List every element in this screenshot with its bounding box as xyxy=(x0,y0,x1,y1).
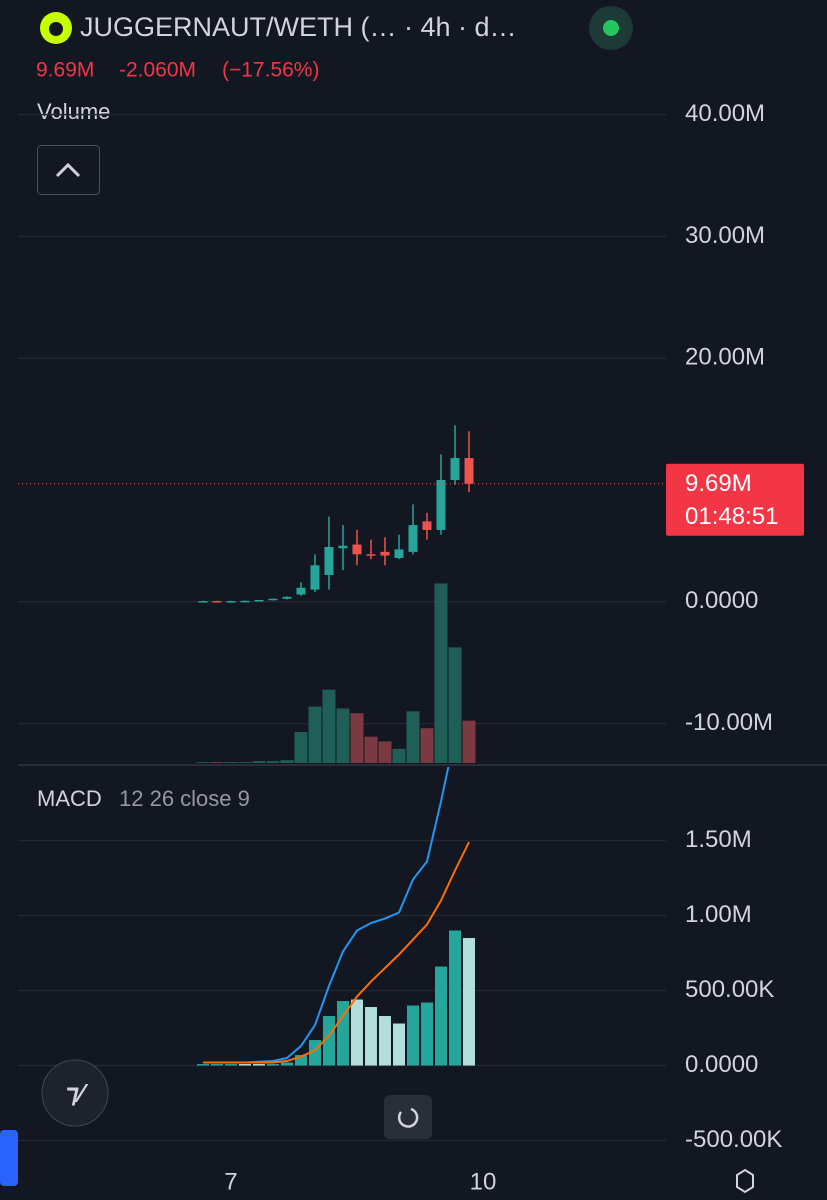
volume-bar xyxy=(266,761,280,763)
histogram-bar xyxy=(448,930,461,1066)
candle-body xyxy=(352,544,362,555)
candle-body xyxy=(212,601,222,603)
candle-body xyxy=(198,601,208,603)
candle-body xyxy=(394,549,404,558)
change-pct: (−17.56%) xyxy=(222,59,319,82)
y-tick-label: 1.00M xyxy=(685,901,752,928)
volume-bar xyxy=(420,728,434,763)
volume-bar xyxy=(280,760,294,763)
volume-bar xyxy=(336,708,350,763)
candle-body xyxy=(464,458,474,484)
volume-bar xyxy=(294,731,308,763)
volume-bar xyxy=(364,736,378,763)
volume-bar xyxy=(322,689,336,763)
candles xyxy=(196,425,476,763)
candle-body xyxy=(324,546,334,575)
histogram-bar xyxy=(378,1016,391,1066)
y-tick-label: 30.00M xyxy=(685,222,765,249)
macd-params: 12 26 close 9 xyxy=(119,786,250,811)
volume-label: Volume xyxy=(37,99,110,124)
candle-body xyxy=(422,521,432,530)
candle-body xyxy=(450,458,460,480)
candle-body xyxy=(282,596,292,599)
y-tick-label: 500.00K xyxy=(685,976,774,1003)
x-tick-label: 7 xyxy=(224,1168,237,1195)
collapse-button[interactable] xyxy=(37,145,100,195)
histogram-bar xyxy=(350,999,363,1066)
histogram-bar xyxy=(224,1064,237,1066)
y-tick-label: 20.00M xyxy=(685,344,765,371)
status-dot xyxy=(603,20,619,36)
macd-line xyxy=(202,841,470,1064)
logo[interactable] xyxy=(41,1059,109,1127)
candle-body xyxy=(240,600,250,603)
candle-body xyxy=(436,480,446,530)
logo-mark: ⁊⁄ xyxy=(66,1078,89,1108)
last-price-tag xyxy=(666,463,804,536)
histogram-bar xyxy=(280,1062,293,1066)
y-tick-label: 40.00M xyxy=(685,100,765,127)
volume-bar xyxy=(448,647,462,763)
volume-bar xyxy=(434,583,448,763)
histogram-bar xyxy=(406,1005,419,1066)
volume-bar xyxy=(462,720,476,763)
candle-body xyxy=(366,554,376,556)
candle-body xyxy=(380,551,390,556)
volume-bar xyxy=(196,762,210,763)
histogram-bar xyxy=(210,1064,223,1066)
volume-bar xyxy=(392,748,406,763)
macd-label: MACD xyxy=(37,786,102,811)
histogram-bar xyxy=(322,1016,335,1066)
candle-body xyxy=(408,525,418,552)
candle-body xyxy=(310,565,320,590)
volume-bar xyxy=(224,762,238,763)
histogram-bar xyxy=(420,1002,433,1066)
histogram-bar xyxy=(294,1055,307,1066)
volume-bar xyxy=(406,711,420,763)
histogram-bar xyxy=(392,1023,405,1066)
countdown: 01:48:51 xyxy=(685,503,778,530)
y-tick-label: 0.0000 xyxy=(685,587,758,614)
side-tab[interactable] xyxy=(0,1130,18,1186)
candle-body xyxy=(226,601,236,603)
histogram-bar xyxy=(364,1007,377,1066)
settings[interactable] xyxy=(736,1168,754,1194)
candle-body xyxy=(338,545,348,549)
histogram-bar xyxy=(336,1001,349,1066)
candle-body xyxy=(296,587,306,595)
x-tick-label: 10 xyxy=(470,1168,497,1195)
volume-bar xyxy=(350,713,364,763)
symbol[interactable]: JUGGERNAUT/WETH (… · 4h · d… xyxy=(80,12,517,42)
reset-icon xyxy=(397,1107,419,1128)
volume-bar xyxy=(308,706,322,763)
volume-bar xyxy=(210,762,224,763)
volume-bar xyxy=(238,762,252,763)
histogram-bar xyxy=(252,1064,265,1066)
histogram-bar xyxy=(238,1064,251,1066)
y-tick-label: 1.50M xyxy=(685,826,752,853)
chevron xyxy=(55,162,81,178)
token-icon-inner xyxy=(49,22,63,36)
change: -2.060M xyxy=(119,59,196,82)
volume-bar xyxy=(378,741,392,763)
candle-body xyxy=(254,599,264,602)
last-price-label: 9.69M xyxy=(685,470,752,497)
candle-body xyxy=(268,598,278,601)
y-tick-label: 0.0000 xyxy=(685,1051,758,1078)
y-tick-label: -10.00M xyxy=(685,709,773,736)
volume-bar xyxy=(252,761,266,763)
macd-plot xyxy=(196,767,475,1066)
histogram-bar xyxy=(434,966,447,1066)
last: 9.69M xyxy=(36,59,94,82)
reset-button[interactable] xyxy=(384,1095,432,1139)
histogram-bar xyxy=(462,938,475,1066)
histogram-bar xyxy=(266,1064,279,1066)
y-tick-label: -500.00K xyxy=(685,1126,782,1153)
histogram-bar xyxy=(196,1064,209,1066)
